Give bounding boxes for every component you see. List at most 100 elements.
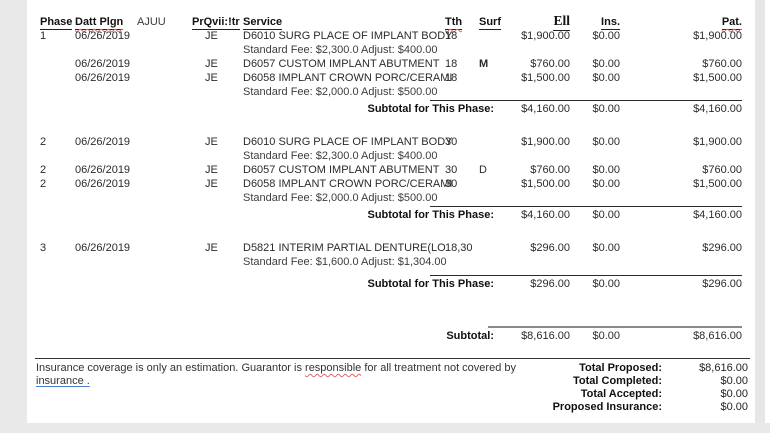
fee-cell: $760.00 xyxy=(530,164,570,176)
subtotal-fee: $4,160.00 xyxy=(521,209,570,221)
treatment-row[interactable]: 06/26/2019 JE D6058 IMPLANT CROWN PORC/C… xyxy=(40,72,742,84)
subtotal-label: Subtotal for This Phase: xyxy=(367,209,494,221)
disclaimer-text: Insurance coverage is only an estimation… xyxy=(36,362,306,374)
service-cell: D6058 IMPLANT CROWN PORC/CERAMI xyxy=(243,178,453,190)
total-proposed-row: Total Proposed: $8,616.00 xyxy=(440,362,748,374)
left-gutter xyxy=(0,0,27,433)
column-header-fee: Ell xyxy=(508,13,570,31)
grand-subtotal-fee: $8,616.00 xyxy=(521,330,570,342)
total-proposed-label: Total Proposed: xyxy=(579,362,662,374)
tooth-cell: 30 xyxy=(445,178,458,190)
disclaimer-misspelled-word: responsible xyxy=(305,362,362,374)
total-accepted-label: Total Accepted: xyxy=(580,388,662,400)
subtotal-fee: $4,160.00 xyxy=(521,103,570,115)
column-header-date-plan: Datt Plgn xyxy=(75,16,124,30)
treatment-row[interactable]: 2 06/26/2019 JE D6058 IMPLANT CROWN PORC… xyxy=(40,178,742,190)
disclaimer-insurance-link: insurance . xyxy=(36,375,90,387)
service-cell: D6010 SURG PLACE OF IMPLANT BODY xyxy=(243,136,453,148)
service-cell: D6057 CUSTOM IMPLANT ABUTMENT xyxy=(243,164,440,176)
column-header-phase: Phase xyxy=(40,16,73,30)
total-proposed-value: $8,616.00 xyxy=(699,362,748,374)
column-header-service: Service xyxy=(243,16,283,30)
service-cell: D6057 CUSTOM IMPLANT ABUTMENT xyxy=(243,58,440,70)
tooth-cell: 30 xyxy=(445,164,458,176)
insurance-cell: $0.00 xyxy=(592,72,620,84)
treatment-row[interactable]: 06/26/2019 JE D6057 CUSTOM IMPLANT ABUTM… xyxy=(40,58,742,70)
column-header-surface: Surf xyxy=(479,16,501,30)
insurance-cell: $0.00 xyxy=(592,58,620,70)
service-cell: D6010 SURG PLACE OF IMPLANT BODY xyxy=(243,30,453,42)
service-cell: D5821 INTERIM PARTIAL DENTURE(LO xyxy=(243,242,446,254)
provider-cell: JE xyxy=(205,136,218,148)
grand-subtotal-patient: $8,616.00 xyxy=(693,330,742,342)
subtotal-rule xyxy=(430,100,742,101)
standard-fee-note: Standard Fee: $2,000.0 Adjust: $500.00 xyxy=(243,86,438,98)
right-scrollbar-track[interactable] xyxy=(755,0,765,423)
treatment-row[interactable]: 3 06/26/2019 JE D5821 INTERIM PARTIAL DE… xyxy=(40,242,742,254)
date-cell: 06/26/2019 xyxy=(75,58,131,70)
treatment-row[interactable]: 1 06/26/2019 JE D6010 SURG PLACE OF IMPL… xyxy=(40,30,742,42)
column-header-insurance: Ins. xyxy=(601,16,620,30)
proposed-insurance-row: Proposed Insurance: $0.00 xyxy=(440,401,748,413)
column-header-tooth: Tth xyxy=(445,16,463,30)
subtotal-insurance: $0.00 xyxy=(592,278,620,290)
standard-fee-note: Standard Fee: $2,000.0 Adjust: $500.00 xyxy=(243,192,438,204)
proposed-insurance-label: Proposed Insurance: xyxy=(552,401,662,413)
standard-fee-note: Standard Fee: $2,300.0 Adjust: $400.00 xyxy=(243,44,438,56)
patient-cell: $1,500.00 xyxy=(693,72,742,84)
table-header-row: Phase Datt Plgn AJUU PrQvii:!tr Service … xyxy=(40,13,742,31)
date-cell: 06/26/2019 xyxy=(75,72,131,84)
total-completed-label: Total Completed: xyxy=(572,375,662,387)
bottom-gutter xyxy=(0,423,770,433)
disclaimer-text: for all treatment not covered by xyxy=(361,362,516,374)
total-accepted-row: Total Accepted: $0.00 xyxy=(440,388,748,400)
patient-cell: $760.00 xyxy=(702,164,742,176)
date-cell: 06/26/2019 xyxy=(75,164,131,176)
subtotal-insurance: $0.00 xyxy=(592,103,620,115)
date-cell: 06/26/2019 xyxy=(75,136,131,148)
date-cell: 06/26/2019 xyxy=(75,30,131,42)
standard-fee-note: Standard Fee: $2,300.0 Adjust: $400.00 xyxy=(243,150,438,162)
phase-subtotal-row: Subtotal for This Phase: $296.00 $0.00 $… xyxy=(40,278,742,290)
surface-cell: D xyxy=(479,164,487,176)
phase-cell: 1 xyxy=(40,30,47,42)
provider-cell: JE xyxy=(205,242,218,254)
column-header-provider: PrQvii:!tr xyxy=(192,16,240,30)
date-cell: 06/26/2019 xyxy=(75,178,131,190)
treatment-row[interactable]: 2 06/26/2019 JE D6010 SURG PLACE OF IMPL… xyxy=(40,136,742,148)
subtotal-label: Subtotal for This Phase: xyxy=(367,278,494,290)
fee-cell: $1,500.00 xyxy=(521,72,570,84)
provider-cell: JE xyxy=(205,72,218,84)
total-completed-row: Total Completed: $0.00 xyxy=(440,375,748,387)
phase-subtotal-row: Subtotal for This Phase: $4,160.00 $0.00… xyxy=(40,209,742,221)
total-completed-value: $0.00 xyxy=(720,375,748,387)
column-header-ajuu: AJUU xyxy=(137,16,166,28)
subtotal-fee: $296.00 xyxy=(530,278,570,290)
tooth-cell: 18 xyxy=(445,30,458,42)
subtotal-patient: $296.00 xyxy=(702,278,742,290)
grand-subtotal-row: Subtotal: $8,616.00 $0.00 $8,616.00 xyxy=(40,330,742,342)
patient-cell: $1,900.00 xyxy=(693,30,742,42)
fee-cell: $1,500.00 xyxy=(521,178,570,190)
provider-cell: JE xyxy=(205,30,218,42)
fee-cell: $760.00 xyxy=(530,58,570,70)
subtotal-patient: $4,160.00 xyxy=(693,209,742,221)
tooth-cell: 30 xyxy=(445,136,458,148)
grand-subtotal-label: Subtotal: xyxy=(446,330,494,342)
treatment-row[interactable]: 2 06/26/2019 JE D6057 CUSTOM IMPLANT ABU… xyxy=(40,164,742,176)
service-cell: D6058 IMPLANT CROWN PORC/CERAMI xyxy=(243,72,453,84)
patient-cell: $1,900.00 xyxy=(693,136,742,148)
provider-cell: JE xyxy=(205,178,218,190)
subtotal-insurance: $0.00 xyxy=(592,209,620,221)
fee-cell: $1,900.00 xyxy=(521,136,570,148)
tooth-cell: 18,30 xyxy=(445,242,473,254)
grand-subtotal-rule xyxy=(488,326,742,328)
patient-cell: $296.00 xyxy=(702,242,742,254)
surface-cell: M xyxy=(479,58,489,70)
total-accepted-value: $0.00 xyxy=(720,388,748,400)
subtotal-rule xyxy=(430,275,742,276)
insurance-cell: $0.00 xyxy=(592,136,620,148)
provider-cell: JE xyxy=(205,58,218,70)
patient-cell: $1,500.00 xyxy=(693,178,742,190)
